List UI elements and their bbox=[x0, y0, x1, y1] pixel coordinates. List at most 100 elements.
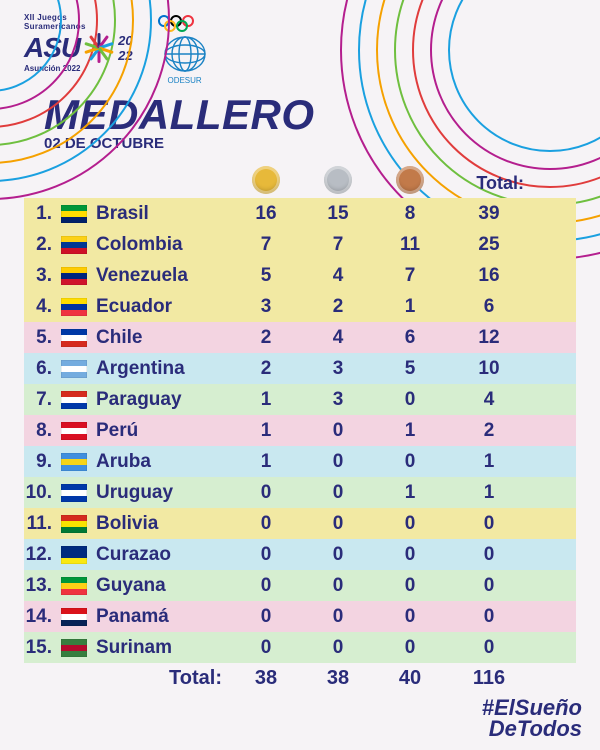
footer-total: 116 bbox=[446, 667, 532, 690]
country-name: Panamá bbox=[90, 606, 230, 628]
bronze-count: 0 bbox=[374, 544, 446, 566]
flag-icon bbox=[58, 546, 90, 564]
table-row: 8. Perú1012 bbox=[24, 415, 576, 446]
silver-medal-icon bbox=[302, 166, 374, 194]
event-logo: XII Juegos Suramericanos ASU 20 22 Asunc… bbox=[24, 14, 133, 73]
silver-count: 0 bbox=[302, 575, 374, 597]
gold-count: 0 bbox=[230, 575, 302, 597]
silver-count: 4 bbox=[302, 327, 374, 349]
total-count: 1 bbox=[446, 451, 532, 473]
total-count: 16 bbox=[446, 265, 532, 287]
bronze-count: 1 bbox=[374, 296, 446, 318]
bronze-count: 0 bbox=[374, 451, 446, 473]
flag-icon bbox=[58, 639, 90, 657]
country-name: Aruba bbox=[90, 451, 230, 473]
table-footer: Total: 38 38 40 116 bbox=[24, 663, 576, 690]
gold-count: 0 bbox=[230, 637, 302, 659]
table-row: 6. Argentina23510 bbox=[24, 353, 576, 384]
silver-count: 0 bbox=[302, 420, 374, 442]
bronze-count: 0 bbox=[374, 389, 446, 411]
silver-count: 15 bbox=[302, 203, 374, 225]
rank: 9. bbox=[24, 451, 58, 473]
hashtag: #ElSueño DeTodos bbox=[482, 698, 582, 740]
rank: 2. bbox=[24, 234, 58, 256]
country-name: Brasil bbox=[90, 203, 230, 225]
country-name: Uruguay bbox=[90, 482, 230, 504]
silver-count: 0 bbox=[302, 637, 374, 659]
total-count: 0 bbox=[446, 575, 532, 597]
silver-count: 7 bbox=[302, 234, 374, 256]
table-row: 4. Ecuador3216 bbox=[24, 291, 576, 322]
rank: 15. bbox=[24, 637, 58, 659]
rank: 13. bbox=[24, 575, 58, 597]
gold-count: 16 bbox=[230, 203, 302, 225]
rank: 7. bbox=[24, 389, 58, 411]
table-row: 9. Aruba1001 bbox=[24, 446, 576, 477]
country-name: Bolivia bbox=[90, 513, 230, 535]
flag-icon bbox=[58, 329, 90, 347]
flag-icon bbox=[58, 391, 90, 409]
country-name: Paraguay bbox=[90, 389, 230, 411]
country-name: Venezuela bbox=[90, 265, 230, 287]
country-name: Curazao bbox=[90, 544, 230, 566]
table-row: 13. Guyana0000 bbox=[24, 570, 576, 601]
bronze-medal-icon bbox=[374, 166, 446, 194]
table-row: 1. Brasil1615839 bbox=[24, 198, 576, 229]
footer-silver: 38 bbox=[302, 667, 374, 690]
silver-count: 3 bbox=[302, 389, 374, 411]
gold-count: 0 bbox=[230, 482, 302, 504]
flag-icon bbox=[58, 267, 90, 285]
bronze-count: 11 bbox=[374, 234, 446, 256]
bronze-count: 0 bbox=[374, 575, 446, 597]
country-name: Chile bbox=[90, 327, 230, 349]
hashtag-line2: DeTodos bbox=[489, 716, 582, 741]
silver-count: 3 bbox=[302, 358, 374, 380]
bronze-count: 8 bbox=[374, 203, 446, 225]
gold-count: 1 bbox=[230, 451, 302, 473]
table-header: Total: bbox=[24, 166, 576, 198]
rank: 10. bbox=[24, 482, 58, 504]
bronze-count: 0 bbox=[374, 637, 446, 659]
gold-count: 2 bbox=[230, 327, 302, 349]
event-subtitle: Asunción 2022 bbox=[24, 64, 80, 73]
silver-count: 0 bbox=[302, 606, 374, 628]
bronze-count: 1 bbox=[374, 420, 446, 442]
bronze-count: 7 bbox=[374, 265, 446, 287]
total-count: 6 bbox=[446, 296, 532, 318]
flag-icon bbox=[58, 577, 90, 595]
rank: 3. bbox=[24, 265, 58, 287]
rank: 6. bbox=[24, 358, 58, 380]
bronze-count: 1 bbox=[374, 482, 446, 504]
table-row: 10. Uruguay0011 bbox=[24, 477, 576, 508]
footer-gold: 38 bbox=[230, 667, 302, 690]
gold-count: 0 bbox=[230, 606, 302, 628]
total-count: 25 bbox=[446, 234, 532, 256]
country-name: Surinam bbox=[90, 637, 230, 659]
total-count: 4 bbox=[446, 389, 532, 411]
gold-medal-icon bbox=[230, 166, 302, 194]
total-count: 0 bbox=[446, 544, 532, 566]
gold-count: 1 bbox=[230, 420, 302, 442]
flag-icon bbox=[58, 298, 90, 316]
silver-count: 0 bbox=[302, 513, 374, 535]
gold-count: 0 bbox=[230, 544, 302, 566]
medal-table: Total: 1. Brasil16158392. Colombia771125… bbox=[0, 160, 600, 690]
flag-icon bbox=[58, 484, 90, 502]
table-row: 15. Surinam0000 bbox=[24, 632, 576, 663]
title-block: MEDALLERO 02 DE OCTUBRE bbox=[0, 89, 600, 160]
globe-icon bbox=[162, 34, 208, 74]
bronze-count: 6 bbox=[374, 327, 446, 349]
total-count: 0 bbox=[446, 513, 532, 535]
flag-icon bbox=[58, 360, 90, 378]
silver-count: 4 bbox=[302, 265, 374, 287]
page-title: MEDALLERO bbox=[44, 91, 570, 139]
burst-icon bbox=[84, 33, 114, 63]
table-row: 2. Colombia771125 bbox=[24, 229, 576, 260]
rank: 4. bbox=[24, 296, 58, 318]
gold-count: 1 bbox=[230, 389, 302, 411]
country-name: Argentina bbox=[90, 358, 230, 380]
org-label: ODESUR bbox=[167, 76, 201, 85]
total-header: Total: bbox=[446, 173, 532, 194]
gold-count: 2 bbox=[230, 358, 302, 380]
country-name: Guyana bbox=[90, 575, 230, 597]
